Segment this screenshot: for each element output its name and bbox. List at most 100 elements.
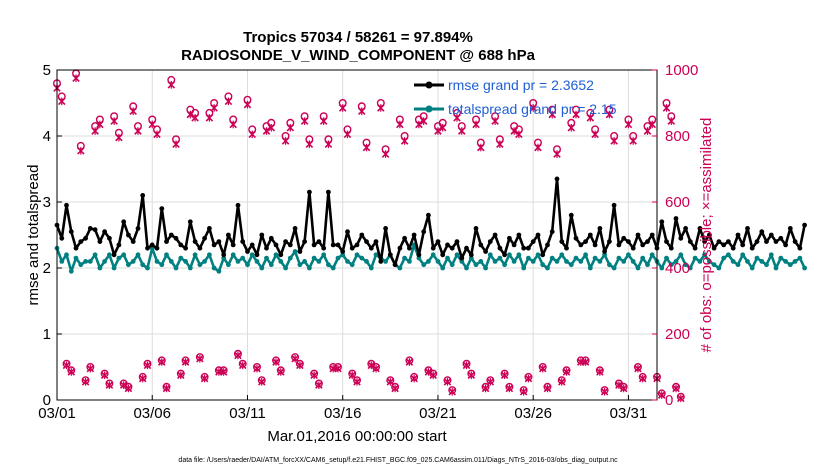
y-tick-label: 0 — [43, 392, 51, 409]
spread-point — [316, 259, 322, 264]
obs-assimilated-point — [610, 137, 618, 145]
x-tick-label: 03/16 — [324, 405, 362, 422]
rmse-point — [645, 239, 650, 245]
rmse-point — [407, 245, 412, 251]
spread-point — [268, 262, 274, 268]
obs-assimilated-point — [277, 368, 285, 376]
rmse-point — [330, 242, 336, 248]
spread-point — [187, 265, 193, 271]
spread-point — [211, 265, 217, 271]
spread-point — [768, 252, 774, 258]
spread-point — [507, 252, 512, 258]
obs-assimilated-point — [419, 117, 428, 125]
obs-assimilated-point — [305, 140, 314, 149]
y-right-tick-label: 1000 — [665, 62, 698, 79]
obs-assimilated-point — [262, 127, 271, 135]
spread-point — [607, 262, 612, 268]
spread-point — [345, 259, 350, 264]
rmse-point — [397, 245, 403, 251]
rmse-point — [154, 245, 160, 251]
rmse-point — [354, 242, 360, 248]
rmse-point — [97, 239, 103, 245]
x-tick-label: 03/06 — [133, 405, 171, 422]
rmse-point — [164, 239, 169, 245]
rmse-point — [487, 239, 493, 245]
rmse-point — [125, 232, 131, 238]
rmse-point — [535, 232, 541, 238]
spread-point — [792, 259, 798, 264]
spread-point — [554, 259, 560, 264]
spread-point — [745, 259, 750, 264]
spread-point — [368, 265, 374, 271]
obs-assimilated-point — [310, 371, 318, 380]
obs-assimilated-point — [567, 123, 576, 132]
obs-assimilated-point — [248, 130, 257, 139]
obs-assimilated-point — [72, 74, 80, 83]
obs-assimilated-point — [538, 364, 547, 373]
rmse-point — [107, 235, 112, 241]
obs-assimilated-point — [562, 368, 571, 376]
rmse-point — [116, 242, 122, 248]
rmse-point — [235, 202, 241, 208]
obs-assimilated-point — [353, 378, 361, 386]
spread-point — [740, 252, 746, 258]
spread-point — [111, 265, 117, 271]
rmse-point — [526, 245, 531, 251]
obs-assimilated-point — [86, 364, 95, 373]
x-tick-label: 03/26 — [514, 405, 552, 422]
spread-point — [659, 265, 665, 271]
spread-point — [192, 252, 198, 258]
obs-assimilated-point — [257, 378, 266, 386]
obs-assimilated-point — [472, 120, 480, 129]
spread-point — [245, 262, 250, 268]
spread-point — [773, 265, 779, 271]
obs-assimilated-point — [443, 378, 452, 386]
obs-assimilated-point — [572, 110, 580, 119]
spread-point — [702, 252, 707, 258]
obs-assimilated-point — [81, 378, 90, 386]
obs-assimilated-point — [134, 127, 142, 135]
rmse-point — [226, 232, 231, 238]
obs-assimilated-point — [124, 384, 133, 393]
rmse-point — [735, 232, 741, 238]
rmse-point — [711, 245, 717, 251]
spread-point — [630, 259, 636, 264]
spread-point — [726, 252, 731, 258]
obs-assimilated-point — [334, 364, 342, 373]
spread-point — [307, 265, 312, 271]
rmse-point — [707, 232, 712, 238]
spread-point — [516, 252, 522, 258]
rmse-point — [387, 252, 393, 258]
spread-point — [668, 262, 674, 268]
spread-point — [502, 262, 507, 268]
rmse-point — [183, 245, 189, 251]
rmse-point — [616, 242, 622, 248]
spread-point — [759, 259, 765, 264]
series-layer — [53, 69, 807, 403]
spread-point — [797, 255, 803, 261]
plot-area — [57, 70, 657, 400]
spread-point — [311, 255, 317, 261]
rmse-point — [745, 226, 750, 231]
rmse-point — [302, 239, 307, 245]
obs-assimilated-point — [238, 361, 247, 370]
rmse-point — [421, 229, 427, 235]
rmse-point — [145, 245, 150, 251]
spread-point — [497, 255, 503, 261]
spread-point — [340, 252, 346, 258]
spread-point — [459, 259, 465, 264]
spread-point — [121, 252, 127, 258]
legend: rmse grand pr = 2.3652 totalspread grand… — [414, 77, 617, 117]
rmse-point — [416, 252, 422, 258]
obs-assimilated-point — [500, 371, 509, 380]
spread-point — [97, 265, 103, 271]
obs-assimilated-point — [362, 143, 371, 152]
obs-assimilated-point — [100, 371, 109, 380]
obs-assimilated-point — [619, 384, 628, 393]
obs-assimilated-point — [296, 361, 304, 370]
spread-point — [626, 252, 631, 258]
spread-point — [87, 259, 93, 264]
obs-assimilated-point — [477, 143, 485, 152]
obs-assimilated-point — [634, 364, 642, 373]
spread-point — [716, 265, 722, 271]
